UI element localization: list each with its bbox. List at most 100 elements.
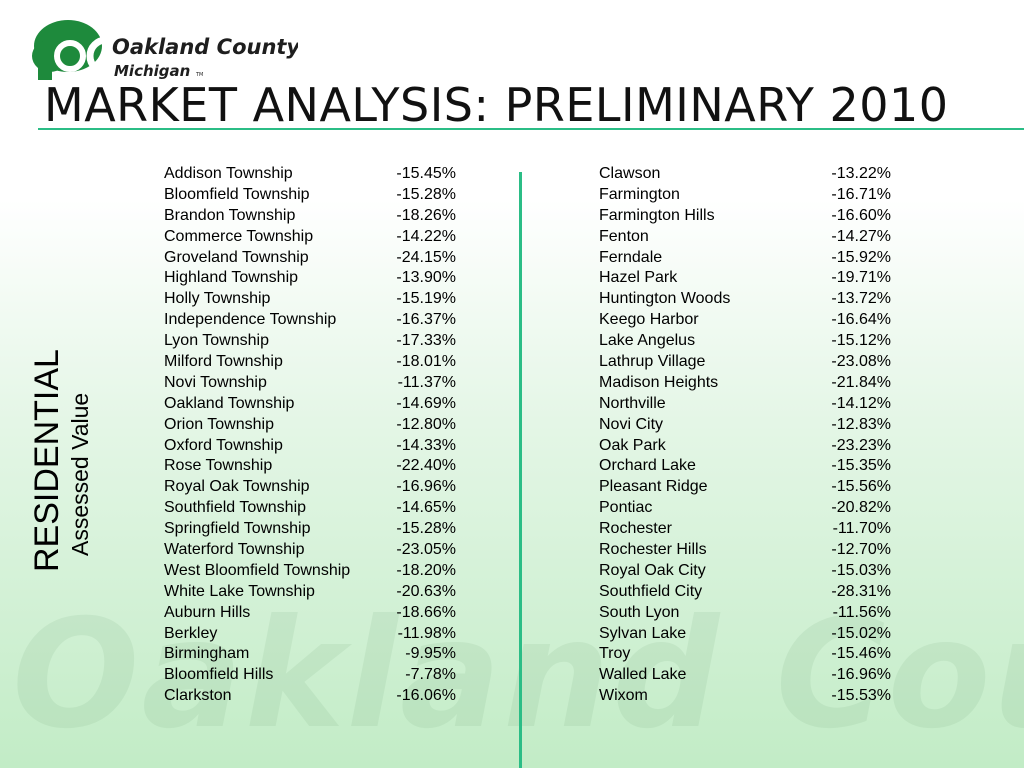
area-name: Ferndale [599,248,663,266]
list-item: Clarkston -16.06% [164,686,456,707]
list-item: Groveland Township -24.15% [164,248,456,269]
area-name: Northville [599,394,666,412]
list-item: Fenton -14.27% [599,227,891,248]
percent-change: -21.84% [831,373,891,391]
area-name: Birmingham [164,645,250,663]
area-name: Highland Township [164,269,299,287]
area-name: Oak Park [599,436,666,454]
list-item: Oakland Township -14.69% [164,394,456,415]
percent-change: -16.06% [396,687,456,705]
percent-change: -13.22% [831,165,891,182]
area-name: Commerce Township [164,227,314,245]
area-name: Waterford Township [164,541,305,559]
list-item: Lyon Township -17.33% [164,331,456,352]
list-item: Troy -15.46% [599,644,891,665]
percent-change: -16.60% [831,206,891,224]
list-item: Southfield City -28.31% [599,582,891,603]
slide-title: MARKET ANALYSIS: PRELIMINARY 2010 [44,78,949,132]
percent-change: -15.53% [831,687,891,705]
area-name: Southfield City [599,582,703,600]
list-item: Walled Lake -16.96% [599,665,891,686]
list-item: Lake Angelus -15.12% [599,331,891,352]
list-item: Milford Township -18.01% [164,352,456,373]
list-item: Sylvan Lake -15.02% [599,624,891,645]
area-name: Novi Township [164,373,267,391]
percent-change: -15.28% [396,520,456,538]
percent-change: -12.70% [831,541,891,559]
list-item: Royal Oak Township -16.96% [164,477,456,498]
area-name: Oakland Township [164,394,295,412]
percent-change: -15.46% [831,645,891,663]
area-name: Oxford Township [164,436,283,454]
percent-change: -14.33% [396,436,456,454]
percent-change: -11.56% [832,603,891,621]
list-item: Pleasant Ridge -15.56% [599,477,891,498]
area-name: Pontiac [599,499,653,517]
list-item: South Lyon -11.56% [599,603,891,624]
percent-change: -13.90% [396,269,456,287]
watermark: Oakland County [12,588,1024,762]
percent-change: -15.45% [396,165,456,182]
oakland-county-logo: Oakland County Michigan TM [32,20,298,80]
logo-name-line2: Michigan [114,62,190,80]
list-item: Oxford Township -14.33% [164,436,456,457]
list-item: Lathrup Village -23.08% [599,352,891,373]
list-item: Hazel Park -19.71% [599,268,891,289]
list-item: Rochester Hills -12.70% [599,540,891,561]
list-item: Springfield Township -15.28% [164,519,456,540]
list-item: Royal Oak City -15.03% [599,561,891,582]
area-name: Troy [599,645,631,663]
list-item: Rochester -11.70% [599,519,891,540]
area-name: Berkley [164,624,218,642]
percent-change: -15.56% [831,478,891,496]
title-rule [38,128,1024,130]
percent-change: -16.37% [396,311,456,329]
side-label-sub: Assessed Value [67,392,93,556]
area-name: Lyon Township [164,332,269,350]
list-item: Bloomfield Township -15.28% [164,185,456,206]
percent-change: -17.33% [396,332,456,350]
list-item: Commerce Township -14.22% [164,227,456,248]
logo-name-line1: Oakland County [112,35,298,59]
list-item: Waterford Township -23.05% [164,540,456,561]
area-name: Novi City [599,415,664,433]
percent-change: -18.01% [396,353,456,371]
list-item: Bloomfield Hills -7.78% [164,665,456,686]
area-name: Rochester [599,520,672,538]
list-item: Auburn Hills -18.66% [164,603,456,624]
percent-change: -15.02% [831,624,891,642]
area-name: Southfield Township [164,499,307,517]
logo-tm: TM [195,72,203,78]
list-item: Brandon Township -18.26% [164,206,456,227]
percent-change: -13.72% [831,290,891,308]
list-item: Highland Township -13.90% [164,268,456,289]
percent-change: -16.96% [396,478,456,496]
percent-change: -7.78% [405,666,456,684]
area-name: Farmington Hills [599,206,715,224]
percent-change: -12.80% [396,415,456,433]
percent-change: -15.28% [396,185,456,203]
percent-change: -19.71% [831,269,891,287]
list-item: Rose Township -22.40% [164,456,456,477]
list-item: Farmington Hills -16.60% [599,206,891,227]
area-name: Clawson [599,165,661,182]
percent-change: -15.92% [831,248,891,266]
area-name: Bloomfield Hills [164,666,274,684]
area-name: Groveland Township [164,248,309,266]
list-item: West Bloomfield Township -18.20% [164,561,456,582]
area-name: Walled Lake [599,666,687,684]
percent-change: -18.20% [396,561,456,579]
percent-change: -23.08% [831,353,891,371]
percent-change: -23.23% [831,436,891,454]
list-item: Novi City -12.83% [599,415,891,436]
area-name: White Lake Township [164,582,315,600]
list-item: Berkley -11.98% [164,624,456,645]
percent-change: -14.27% [831,227,891,245]
list-item: Orchard Lake -15.35% [599,456,891,477]
list-item: Huntington Woods -13.72% [599,289,891,310]
list-item: Pontiac -20.82% [599,498,891,519]
area-name: Rose Township [164,457,273,475]
area-name: Lake Angelus [599,332,696,350]
area-name: Clarkston [164,687,232,705]
area-name: Hazel Park [599,269,678,287]
